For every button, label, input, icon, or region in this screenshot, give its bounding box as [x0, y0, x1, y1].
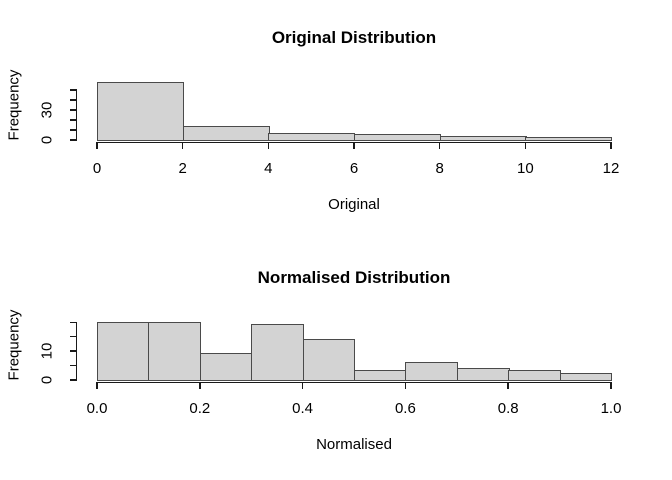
x-tick: [524, 143, 527, 149]
histogram-bar: [439, 136, 527, 141]
x-tick: [438, 143, 441, 149]
x-tick-label: 0.4: [292, 400, 314, 417]
histogram-bar: [97, 82, 185, 141]
x-tick-label: 0.8: [497, 400, 519, 417]
histogram-bar: [199, 353, 253, 381]
histogram-bar: [97, 321, 150, 381]
normalised-distribution-histogram: Normalised Distribution Frequency Normal…: [0, 240, 672, 480]
x-tick-label: 0.6: [394, 400, 416, 417]
x-tick-label: 2: [178, 160, 187, 177]
y-tick-label: 0: [38, 375, 56, 384]
chart-title: Normalised Distribution: [257, 268, 451, 287]
y-tick-label: 30: [38, 101, 56, 119]
x-tick-label: 0: [92, 160, 102, 177]
histogram-bar: [268, 133, 356, 141]
histogram-bar: [354, 370, 407, 381]
x-tick: [96, 383, 98, 389]
histogram-bar: [525, 137, 613, 141]
x-tick-label: 0.0: [86, 400, 108, 417]
histogram-bar: [456, 367, 510, 381]
x-tick-label: 12: [602, 160, 620, 177]
x-axis-label: Original: [328, 196, 380, 213]
x-tick: [507, 383, 509, 389]
x-tick: [610, 383, 612, 389]
x-tick-label: 8: [435, 160, 444, 177]
x-tick-label: 6: [349, 160, 359, 177]
histogram-bar: [559, 373, 613, 381]
x-tick: [610, 143, 612, 149]
chart-title: Original Distribution: [271, 28, 437, 47]
x-axis-label: Normalised: [316, 436, 392, 453]
x-axis-line: [96, 381, 612, 383]
y-axis-label: Frequency: [5, 69, 23, 141]
x-tick: [353, 143, 355, 149]
x-tick: [199, 383, 201, 389]
y-tick: [69, 335, 76, 338]
x-tick-label: 1.0: [600, 400, 622, 417]
histogram-bar: [251, 324, 305, 381]
y-tick: [69, 129, 76, 131]
original-distribution-histogram: Original Distribution Frequency Original…: [5, 28, 620, 213]
y-tick: [69, 119, 76, 121]
x-tick: [267, 143, 270, 149]
histogram-bar: [508, 370, 562, 381]
y-tick: [69, 350, 76, 352]
y-tick: [69, 364, 76, 367]
x-tick: [404, 383, 407, 389]
y-axis-line: [75, 89, 77, 141]
x-tick-label: 10: [516, 160, 534, 177]
histogram-bar: [148, 321, 202, 381]
x-tick-label: 0.2: [189, 400, 211, 417]
y-axis-label: Frequency: [5, 309, 23, 381]
histogram-bar: [182, 126, 270, 141]
y-tick: [69, 321, 76, 323]
histogram-bar: [302, 338, 356, 381]
y-tick-label: 10: [38, 342, 56, 360]
x-tick: [181, 143, 184, 149]
x-axis-line: [96, 141, 612, 143]
histogram-bar: [405, 361, 459, 381]
y-tick-label: 0: [38, 135, 56, 144]
y-tick: [69, 109, 76, 111]
y-tick: [69, 379, 76, 381]
x-tick: [301, 383, 304, 389]
histogram-bar: [354, 134, 442, 141]
x-tick-label: 4: [264, 160, 273, 177]
x-tick: [96, 143, 98, 149]
y-axis-line: [75, 321, 77, 381]
y-tick: [69, 99, 76, 101]
y-tick: [69, 89, 76, 91]
y-tick: [69, 139, 76, 141]
